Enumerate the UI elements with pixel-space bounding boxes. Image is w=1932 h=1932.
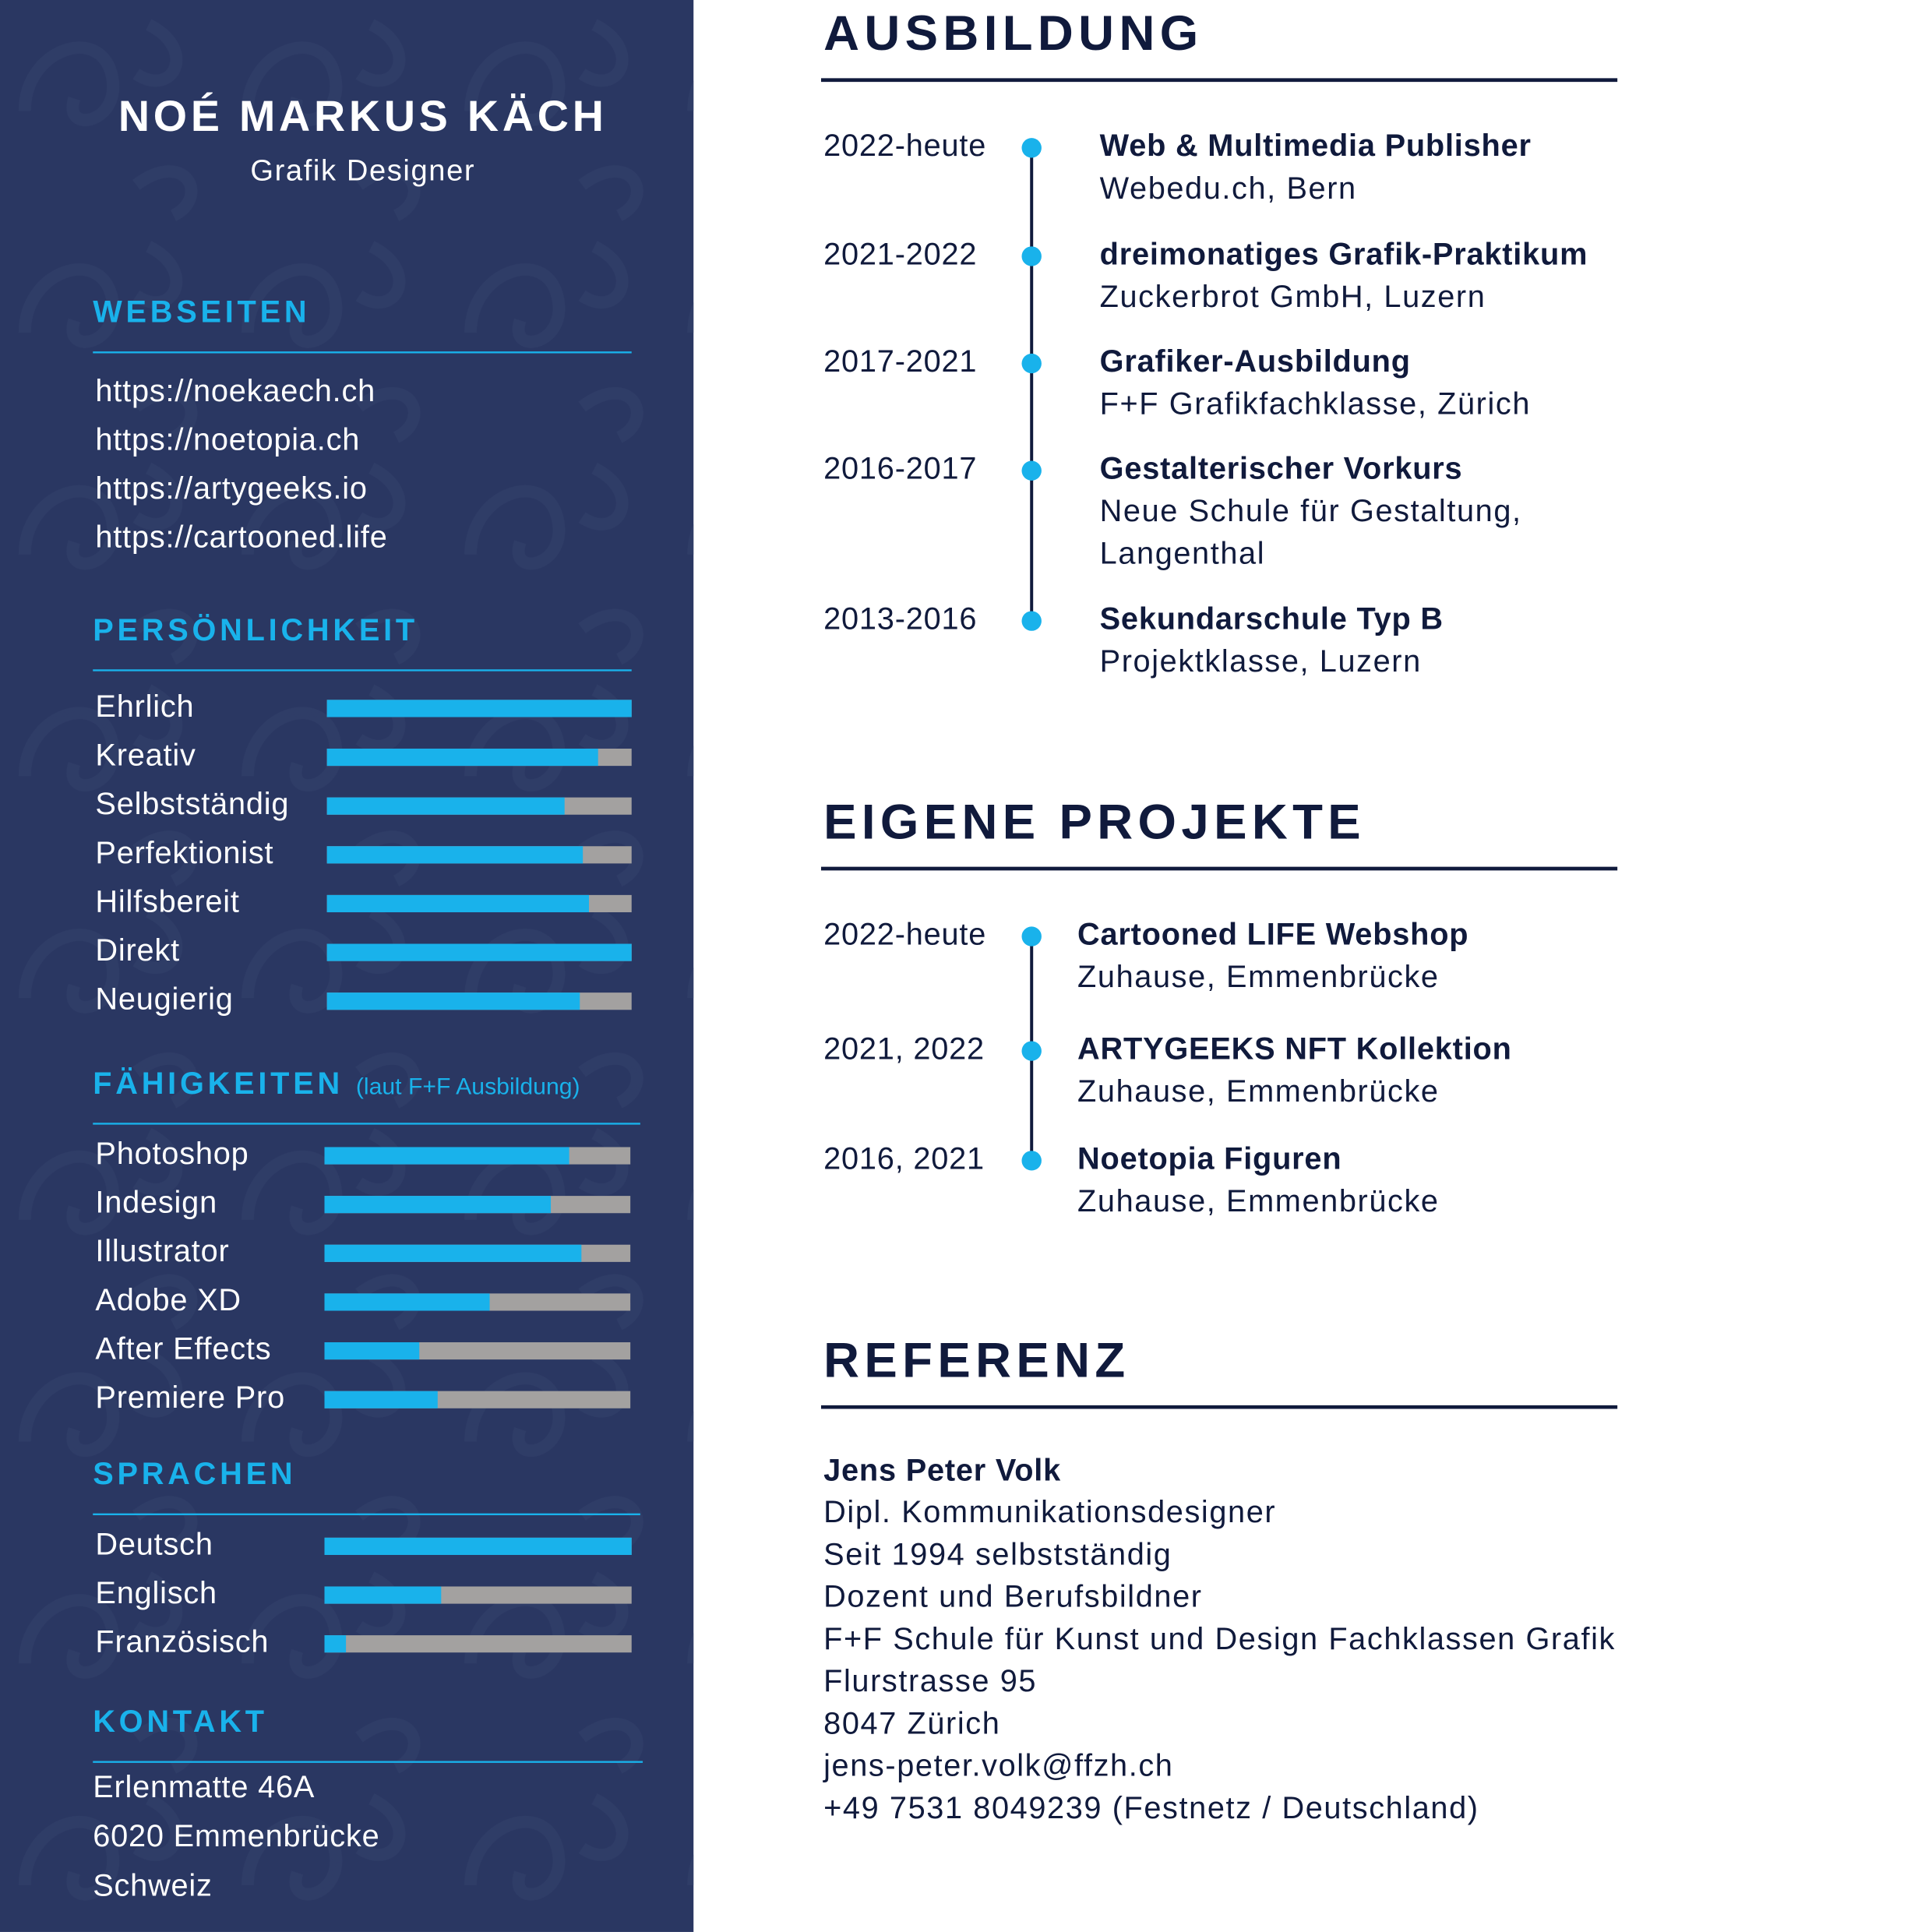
skill-label: After Effects	[95, 1332, 271, 1366]
contact-line: Schweiz	[93, 1869, 212, 1903]
section-title: FÄHIGKEITEN	[93, 1066, 344, 1101]
skill-bar	[324, 1635, 347, 1653]
skill-bar	[324, 1391, 438, 1408]
timeline-dot	[1021, 353, 1042, 374]
entry-detail: Zuhause, Emmenbrücke	[1077, 1074, 1440, 1109]
period: 2021-2022	[823, 238, 977, 272]
skill-label: Adobe XD	[95, 1283, 241, 1317]
skill-label: Perfektionist	[95, 836, 273, 870]
reference-line: Dipl. Kommunikationsdesigner	[823, 1495, 1276, 1529]
website-link: https://artygeeks.io	[95, 471, 367, 506]
entry-detail: F+F Grafikfachklasse, Zürich	[1100, 387, 1531, 421]
section-title: PERSÖNLICHKEIT	[93, 613, 418, 647]
skill-label: Englisch	[95, 1576, 217, 1610]
entry-detail: Zuhause, Emmenbrücke	[1077, 960, 1440, 994]
skill-label: Ehrlich	[95, 689, 194, 724]
entry-detail: Webedu.ch, Bern	[1100, 171, 1357, 206]
section-title: KONTAKT	[93, 1705, 268, 1739]
skill-bar	[324, 1341, 420, 1360]
heading: REFERENZ	[823, 1334, 1130, 1388]
section-title: WEBSEITEN	[93, 295, 310, 330]
skill-label: Premiere Pro	[95, 1380, 285, 1415]
contact-line: 6020 Emmenbrücke	[93, 1819, 379, 1853]
entry-title: Gestalterischer Vorkurs	[1100, 452, 1463, 486]
content: NOÉ MARKUS KÄCH Grafik Designer WEBSEITEN h…	[0, 0, 1618, 1932]
skill-bar	[326, 943, 632, 961]
role: Grafik Designer	[250, 155, 475, 188]
skill-bar	[326, 700, 632, 717]
entry-title: Web & Multimedia Publisher	[1100, 129, 1532, 163]
skill-label: Photoshop	[95, 1137, 249, 1171]
section-note: (laut F+F Ausbildung)	[356, 1074, 580, 1100]
entry-detail: Langenthal	[1100, 537, 1266, 571]
timeline-dot	[1021, 138, 1042, 158]
reference-line: jens-peter.volk@ffzh.ch	[823, 1749, 1173, 1783]
period: 2022-heute	[823, 918, 986, 952]
entry-title: Sekundarschule Typ B	[1100, 602, 1444, 636]
period: 2017-2021	[823, 344, 977, 379]
website-link: https://noekaech.ch	[95, 374, 375, 408]
period: 2021, 2022	[823, 1032, 985, 1066]
section-title: SPRACHEN	[93, 1457, 296, 1491]
timeline-dot	[1021, 611, 1042, 631]
bar-track	[324, 1635, 632, 1653]
heading: AUSBILDUNG	[823, 6, 1203, 61]
entry-title: Grafiker-Ausbildung	[1100, 344, 1411, 379]
skill-label: Deutsch	[95, 1527, 213, 1561]
skill-bar	[326, 846, 583, 864]
sidebar-pattern	[0, 0, 694, 1932]
skill-bar	[324, 1147, 569, 1165]
period: 2016-2017	[823, 452, 977, 486]
timeline-dot	[1021, 926, 1042, 947]
skill-label: Neugierig	[95, 982, 233, 1017]
reference-line: Dozent und Berufsbildner	[823, 1580, 1202, 1614]
entry-detail: Zuckerbrot GmbH, Luzern	[1100, 280, 1486, 314]
skill-label: Kreativ	[95, 739, 196, 773]
timeline-dot	[1021, 1041, 1042, 1061]
reference-line: Seit 1994 selbstständig	[823, 1538, 1172, 1572]
entry-title: Cartooned LIFE Webshop	[1077, 918, 1468, 952]
timeline-dot	[1021, 1151, 1042, 1171]
skill-bar	[324, 1196, 552, 1214]
skill-bar	[326, 748, 598, 767]
reference-line: F+F Schule für Kunst und Design Fachklas…	[823, 1622, 1616, 1656]
name: NOÉ MARKUS KÄCH	[118, 92, 608, 140]
skill-bar	[326, 992, 580, 1010]
skill-label: Französisch	[95, 1625, 269, 1659]
skill-bar	[324, 1293, 490, 1311]
skill-label: Hilfsbereit	[95, 884, 239, 918]
skill-label: Selbstständig	[95, 787, 289, 821]
timeline-dot	[1021, 246, 1042, 266]
skill-bar	[324, 1244, 582, 1262]
entry-detail: Projektklasse, Luzern	[1100, 644, 1422, 679]
website-link: https://cartooned.life	[95, 520, 387, 554]
reference-line: Flurstrasse 95	[823, 1664, 1037, 1698]
contact-line: Erlenmatte 46A	[93, 1770, 315, 1804]
reference-name: Jens Peter Volk	[823, 1454, 1061, 1488]
reference-line: 8047 Zürich	[823, 1707, 1000, 1741]
entry-title: ARTYGEEKS NFT Kollektion	[1077, 1032, 1512, 1066]
skill-bar	[324, 1586, 442, 1604]
skill-label: Direkt	[95, 933, 180, 968]
skill-label: Indesign	[95, 1186, 217, 1220]
skill-bar	[326, 894, 589, 913]
entry-title: dreimonatiges Grafik-Praktikum	[1100, 238, 1588, 272]
period: 2013-2016	[823, 602, 977, 636]
period: 2016, 2021	[823, 1141, 985, 1176]
period: 2022-heute	[823, 129, 986, 163]
heading: EIGENE PROJEKTE	[823, 795, 1366, 850]
reference-line: +49 7531 8049239 (Festnetz / Deutschland…	[823, 1791, 1479, 1825]
entry-detail: Neue Schule für Gestaltung,	[1100, 494, 1522, 528]
timeline-dot	[1021, 460, 1042, 481]
skill-label: Illustrator	[95, 1234, 229, 1268]
website-link: https://noetopia.ch	[95, 423, 360, 457]
entry-detail: Zuhause, Emmenbrücke	[1077, 1184, 1440, 1218]
skill-bar	[324, 1537, 632, 1555]
skill-bar	[326, 797, 565, 815]
entry-title: Noetopia Figuren	[1077, 1141, 1341, 1176]
